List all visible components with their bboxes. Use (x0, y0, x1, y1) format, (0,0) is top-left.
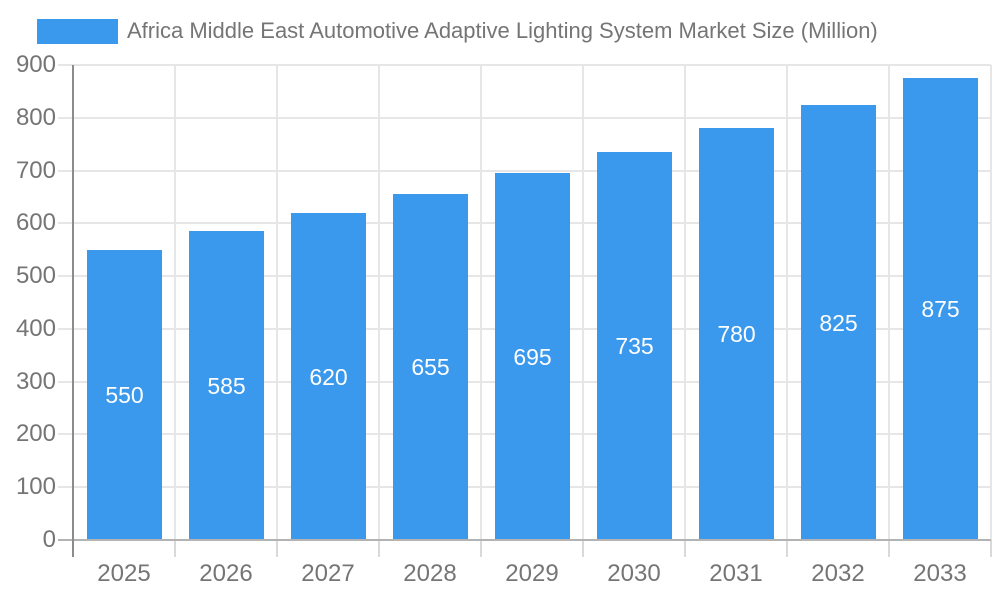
x-axis-tick-label: 2031 (709, 560, 763, 587)
y-axis-tick-label: 700 (15, 157, 56, 184)
y-axis-tick-label: 200 (15, 420, 56, 447)
y-axis-tick-label: 500 (15, 262, 56, 289)
bar[interactable]: 585 (189, 231, 264, 540)
bar[interactable]: 655 (393, 194, 468, 540)
x-axis-tick (582, 540, 584, 557)
bar-value-label: 695 (513, 344, 552, 370)
x-axis-tick-label: 2025 (97, 560, 151, 587)
bar[interactable]: 620 (291, 213, 366, 540)
x-axis-tick-label: 2033 (913, 560, 967, 587)
bar-value-label: 655 (411, 354, 450, 380)
x-axis-tick (480, 540, 482, 557)
y-axis-tick-label: 600 (15, 209, 56, 236)
x-axis-tick-label: 2029 (505, 560, 559, 587)
y-axis-line (72, 65, 74, 557)
x-axis-line (58, 539, 991, 541)
x-gridline (378, 65, 380, 540)
x-gridline (786, 65, 788, 540)
y-axis-tick-label: 400 (15, 315, 56, 342)
bar-value-label: 620 (309, 364, 348, 390)
bar[interactable]: 875 (903, 78, 978, 540)
bar[interactable]: 550 (87, 250, 162, 540)
x-axis-tick (378, 540, 380, 557)
bar-value-label: 825 (819, 310, 858, 336)
y-axis-tick-label: 100 (15, 473, 56, 500)
bar-value-label: 550 (105, 382, 144, 408)
x-gridline (888, 65, 890, 540)
x-axis-tick-label: 2026 (199, 560, 253, 587)
x-axis-tick-label: 2030 (607, 560, 661, 587)
legend-label: Africa Middle East Automotive Adaptive L… (127, 18, 878, 43)
y-gridline (58, 117, 991, 119)
y-gridline (58, 64, 991, 66)
bar-value-label: 735 (615, 333, 654, 359)
x-gridline (582, 65, 584, 540)
y-axis-tick-label: 300 (15, 368, 56, 395)
x-axis-tick-label: 2027 (301, 560, 355, 587)
y-axis-tick-label: 0 (42, 526, 56, 553)
bar[interactable]: 735 (597, 152, 672, 540)
legend-swatch (37, 18, 118, 44)
y-gridline (58, 170, 991, 172)
x-gridline (276, 65, 278, 540)
x-axis-tick-label: 2028 (403, 560, 457, 587)
bar[interactable]: 695 (495, 173, 570, 540)
x-axis-tick (786, 540, 788, 557)
x-gridline (684, 65, 686, 540)
x-gridline (480, 65, 482, 540)
bar-value-label: 875 (921, 296, 960, 322)
chart-legend[interactable]: Africa Middle East Automotive Adaptive L… (37, 15, 878, 47)
x-axis-tick (888, 540, 890, 557)
x-axis-tick (276, 540, 278, 557)
y-axis-tick-label: 800 (15, 104, 56, 131)
x-gridline (990, 65, 992, 540)
x-axis-tick-label: 2032 (811, 560, 865, 587)
x-gridline (174, 65, 176, 540)
bar-value-label: 585 (207, 373, 246, 399)
bar[interactable]: 780 (699, 128, 774, 540)
x-axis-tick (684, 540, 686, 557)
x-axis-tick (990, 540, 992, 557)
bar[interactable]: 825 (801, 105, 876, 540)
bar-value-label: 780 (717, 321, 756, 347)
y-axis-tick-label: 900 (15, 51, 56, 78)
x-axis-tick (174, 540, 176, 557)
